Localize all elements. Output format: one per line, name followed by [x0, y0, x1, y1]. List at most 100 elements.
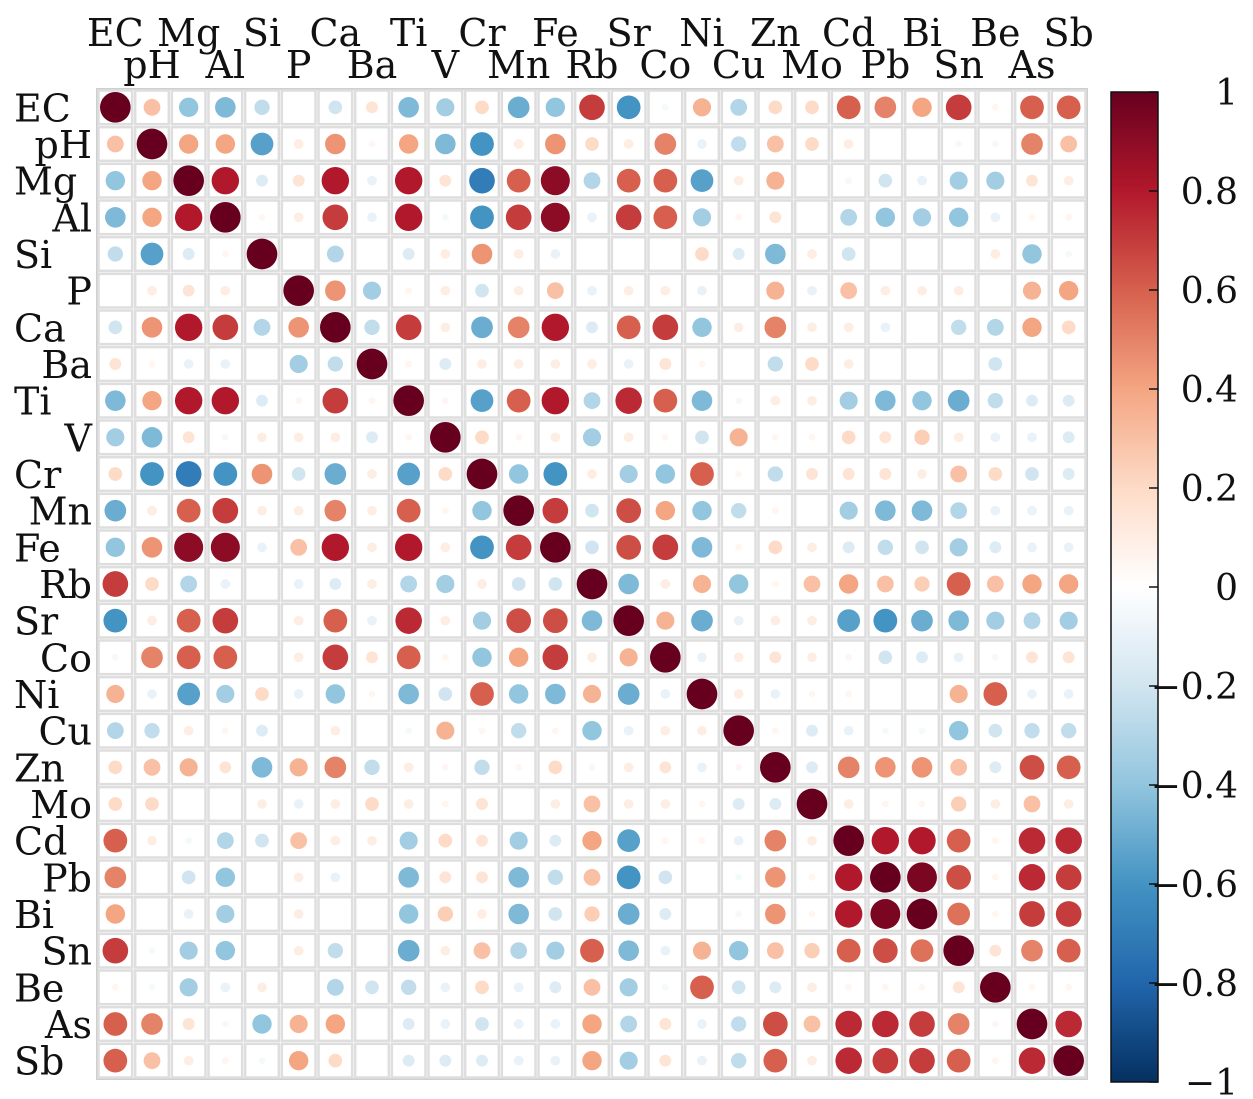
grid-cell [683, 235, 721, 273]
corr-circle-As-Mg [182, 1018, 195, 1030]
grid-cell [977, 89, 1014, 126]
grid-cell [353, 529, 391, 566]
corr-circle-Sn-Mg [179, 941, 198, 960]
grid-cell [353, 712, 391, 749]
grid-cell [903, 455, 941, 493]
row-label-Ti: Ti [14, 380, 52, 424]
corr-circle-Fe-Mn [505, 534, 532, 561]
corr-circle-Ti-Ti [393, 385, 424, 416]
grid-cell [793, 455, 831, 493]
corr-circle-Al-As [1028, 213, 1036, 221]
grid-cell [500, 125, 537, 163]
column-label-Pb: Pb [860, 43, 910, 87]
corr-circle-Cu-pH [144, 722, 160, 739]
corr-circle-Sn-Ba [368, 947, 376, 954]
grid-cell [427, 309, 464, 346]
corr-circle-Cr-Mo [806, 468, 818, 480]
corr-circle-Co-Be [991, 653, 999, 661]
corr-circle-Sn-Si [258, 947, 266, 954]
corr-circle-Co-Sn [953, 652, 964, 663]
grid-cell [683, 1042, 721, 1079]
grid-cell [683, 1005, 721, 1043]
corr-circle-Ba-As [1028, 360, 1036, 368]
corr-circle-Cr-Ti [397, 462, 421, 486]
grid-cell [133, 199, 171, 236]
corr-circle-Sb-Cr [476, 1054, 488, 1067]
row-label-Mo: Mo [30, 783, 92, 827]
grid-cell [243, 455, 281, 493]
grid-cell [133, 125, 171, 163]
grid-cell [97, 602, 134, 639]
grid-cell [830, 565, 867, 603]
corr-circle-Sb-P [288, 1050, 309, 1071]
corr-circle-Mo-Cu [732, 798, 745, 810]
grid-cell [500, 1005, 537, 1043]
corr-circle-Ni-P [293, 689, 304, 699]
grid-cell [243, 785, 281, 823]
corr-circle-Ni-Cr [470, 682, 494, 706]
corr-circle-Rb-Sb [1058, 574, 1079, 594]
corr-circle-Ti-Co [653, 388, 678, 413]
corr-circle-Si-Al [221, 250, 229, 258]
corr-circle-Sr-Pb [873, 608, 898, 633]
grid-cell [940, 309, 977, 346]
corr-circle-Zn-pH [143, 758, 161, 776]
grid-cell [353, 749, 391, 786]
grid-cell [867, 565, 904, 603]
corr-circle-Mo-Bi [918, 800, 926, 808]
grid-cell [903, 492, 941, 529]
column-label-Mo: Mo [781, 43, 843, 87]
grid-cell [573, 272, 611, 309]
grid-cell [97, 785, 134, 823]
grid-cell [317, 675, 354, 713]
grid-cell [757, 675, 794, 713]
corr-circle-Be-Co [661, 983, 669, 991]
corr-circle-Cr-Be [988, 467, 1003, 481]
grid-cell [133, 89, 171, 126]
grid-cell [867, 822, 904, 859]
corr-circle-Rb-Ti [400, 575, 418, 593]
corr-circle-Sr-P [293, 615, 304, 626]
grid-cell [390, 125, 427, 163]
grid-cell [427, 602, 464, 639]
corr-circle-pH-Cu [730, 136, 747, 152]
corr-circle-Cd-V [438, 833, 453, 848]
corr-circle-Be-Cu [731, 980, 746, 995]
grid-cell [573, 199, 611, 236]
grid-cell [830, 859, 867, 896]
corr-circle-Be-Mg [179, 978, 198, 997]
corr-circle-Al-Ba [367, 212, 377, 223]
corr-circle-Mg-Sr [616, 168, 641, 193]
corr-circle-Si-Bi [918, 250, 926, 258]
grid-cell [207, 492, 244, 529]
grid-cell [830, 199, 867, 236]
grid-cell [720, 309, 757, 346]
row-label-Mn: Mn [29, 490, 92, 534]
corr-circle-P-Cr [475, 283, 489, 298]
corr-circle-Rb-Sr [618, 573, 639, 595]
grid-cell [427, 162, 464, 199]
grid-cell [427, 895, 464, 933]
grid-cell [757, 859, 794, 896]
grid-cell [97, 89, 134, 126]
grid-cell [243, 529, 281, 566]
grid-cell [793, 382, 831, 419]
grid-cell [903, 932, 941, 969]
corr-circle-Ni-Mn [508, 684, 529, 704]
grid-cell [537, 529, 574, 566]
corr-circle-EC-Cr [475, 100, 489, 115]
grid-cell [1050, 675, 1087, 713]
grid-cell [353, 89, 391, 126]
corr-circle-P-Sb [1058, 280, 1079, 301]
corr-circle-Mg-Mg [173, 165, 204, 196]
corr-circle-Cr-Bi [917, 469, 927, 479]
corr-circle-As-Rb [582, 1014, 602, 1034]
grid-cell [720, 89, 757, 126]
corr-circle-Ti-Cu [735, 397, 743, 405]
corr-circle-EC-EC [100, 92, 131, 123]
grid-cell [1013, 455, 1051, 493]
grid-cell [390, 162, 427, 199]
grid-cell [830, 309, 867, 346]
grid-cell [207, 822, 244, 859]
corr-circle-Zn-As [1019, 754, 1045, 780]
